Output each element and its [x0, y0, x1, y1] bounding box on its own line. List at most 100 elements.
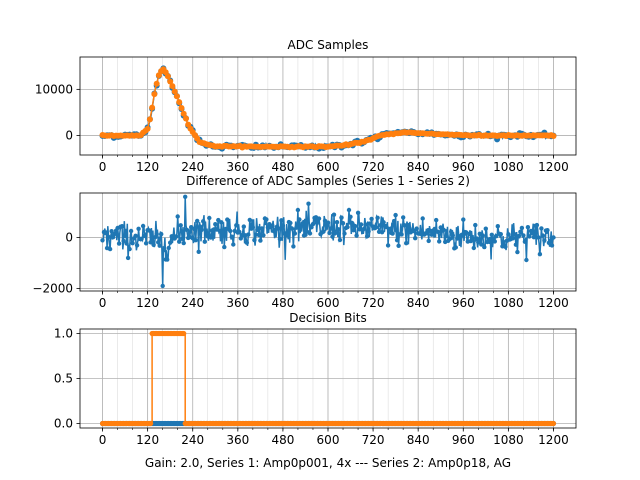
data-point	[441, 227, 446, 233]
data-point	[336, 227, 341, 232]
x-tick-label: 360	[226, 296, 249, 310]
data-point	[355, 210, 361, 215]
data-point	[394, 238, 400, 243]
data-point	[201, 219, 206, 224]
data-point	[516, 233, 522, 239]
data-point	[181, 330, 187, 337]
data-point	[330, 234, 335, 239]
data-point	[229, 234, 234, 239]
data-point	[270, 223, 275, 228]
data-point	[165, 257, 170, 262]
x-tick-label: 360	[226, 433, 249, 447]
data-point	[429, 232, 434, 237]
data-point	[325, 220, 331, 225]
data-point	[369, 216, 374, 222]
data-point	[527, 234, 532, 239]
data-point	[195, 218, 200, 224]
data-point	[340, 221, 346, 226]
x-tick-label: 1200	[538, 433, 569, 447]
data-point	[530, 231, 535, 236]
data-point	[539, 226, 544, 231]
x-tick-label: 720	[362, 160, 385, 174]
data-point	[342, 231, 347, 236]
data-point	[411, 228, 416, 234]
data-point	[106, 234, 111, 240]
data-point	[146, 116, 153, 123]
data-point	[306, 201, 311, 206]
x-tick-label: 0	[99, 433, 107, 447]
data-point	[381, 220, 386, 225]
data-point	[316, 216, 322, 221]
data-point	[328, 226, 334, 231]
data-point	[112, 231, 117, 237]
x-tick-label: 720	[362, 433, 385, 447]
data-point	[139, 236, 144, 241]
data-point	[250, 225, 255, 230]
data-point	[358, 222, 364, 227]
data-point	[220, 230, 225, 235]
x-tick-label: 360	[226, 160, 249, 174]
data-point	[522, 239, 528, 244]
data-point	[351, 228, 356, 233]
x-tick-label: 120	[136, 433, 159, 447]
data-point	[349, 220, 355, 226]
data-point	[531, 235, 537, 240]
y-axis: −2000 0	[32, 231, 80, 295]
data-point	[128, 228, 134, 234]
x-tick-label: 1200	[538, 296, 569, 310]
data-point	[366, 229, 371, 234]
decision-bits-title: Decision Bits	[289, 311, 366, 325]
series-2-markers	[99, 330, 557, 427]
data-point	[264, 217, 269, 222]
adc-samples-title: ADC Samples	[288, 38, 369, 52]
data-point	[184, 227, 189, 232]
data-point	[192, 226, 197, 232]
data-point	[337, 237, 343, 243]
x-tick-label: 600	[317, 433, 340, 447]
series-1-markers	[100, 194, 556, 289]
data-point	[146, 228, 152, 233]
y-axis: 0.0 0.5 1.0	[54, 327, 80, 431]
data-point	[453, 245, 458, 250]
data-point	[168, 240, 173, 245]
data-point	[121, 238, 126, 244]
data-point	[178, 105, 185, 111]
data-point	[255, 227, 260, 232]
x-tick-label: 720	[362, 296, 385, 310]
data-point	[459, 232, 464, 237]
x-tick-label: 840	[407, 433, 430, 447]
data-point	[107, 246, 113, 252]
series-2-markers	[99, 66, 557, 151]
data-point	[432, 226, 437, 232]
data-point	[407, 225, 412, 231]
data-point	[136, 226, 141, 231]
data-point	[510, 236, 516, 241]
data-point	[471, 245, 476, 251]
data-point	[476, 240, 481, 245]
data-point	[130, 241, 135, 246]
data-point	[534, 222, 540, 228]
y-tick-label: 0	[65, 231, 73, 245]
data-point	[551, 235, 556, 240]
data-point	[256, 232, 262, 238]
x-tick-label: 1080	[493, 433, 524, 447]
data-point	[277, 236, 283, 242]
adc-samples-panel: 0 120 240 360 480 600 720 840 960 1080 1200 0 10000 A…	[35, 38, 577, 174]
figure-footer: Gain: 2.0, Series 1: Amp0p001, 4x --- Se…	[145, 456, 511, 470]
data-point	[225, 217, 230, 222]
data-point	[183, 194, 188, 199]
data-point	[149, 104, 156, 111]
data-point	[480, 233, 485, 238]
data-point	[228, 228, 233, 234]
data-point	[193, 238, 198, 243]
data-point	[288, 220, 293, 226]
data-point	[208, 235, 213, 240]
data-point	[116, 241, 122, 246]
data-point	[153, 80, 160, 87]
data-point	[550, 420, 557, 427]
data-point	[425, 231, 430, 236]
data-point	[375, 215, 380, 220]
data-point	[348, 214, 353, 219]
data-point	[550, 133, 557, 139]
